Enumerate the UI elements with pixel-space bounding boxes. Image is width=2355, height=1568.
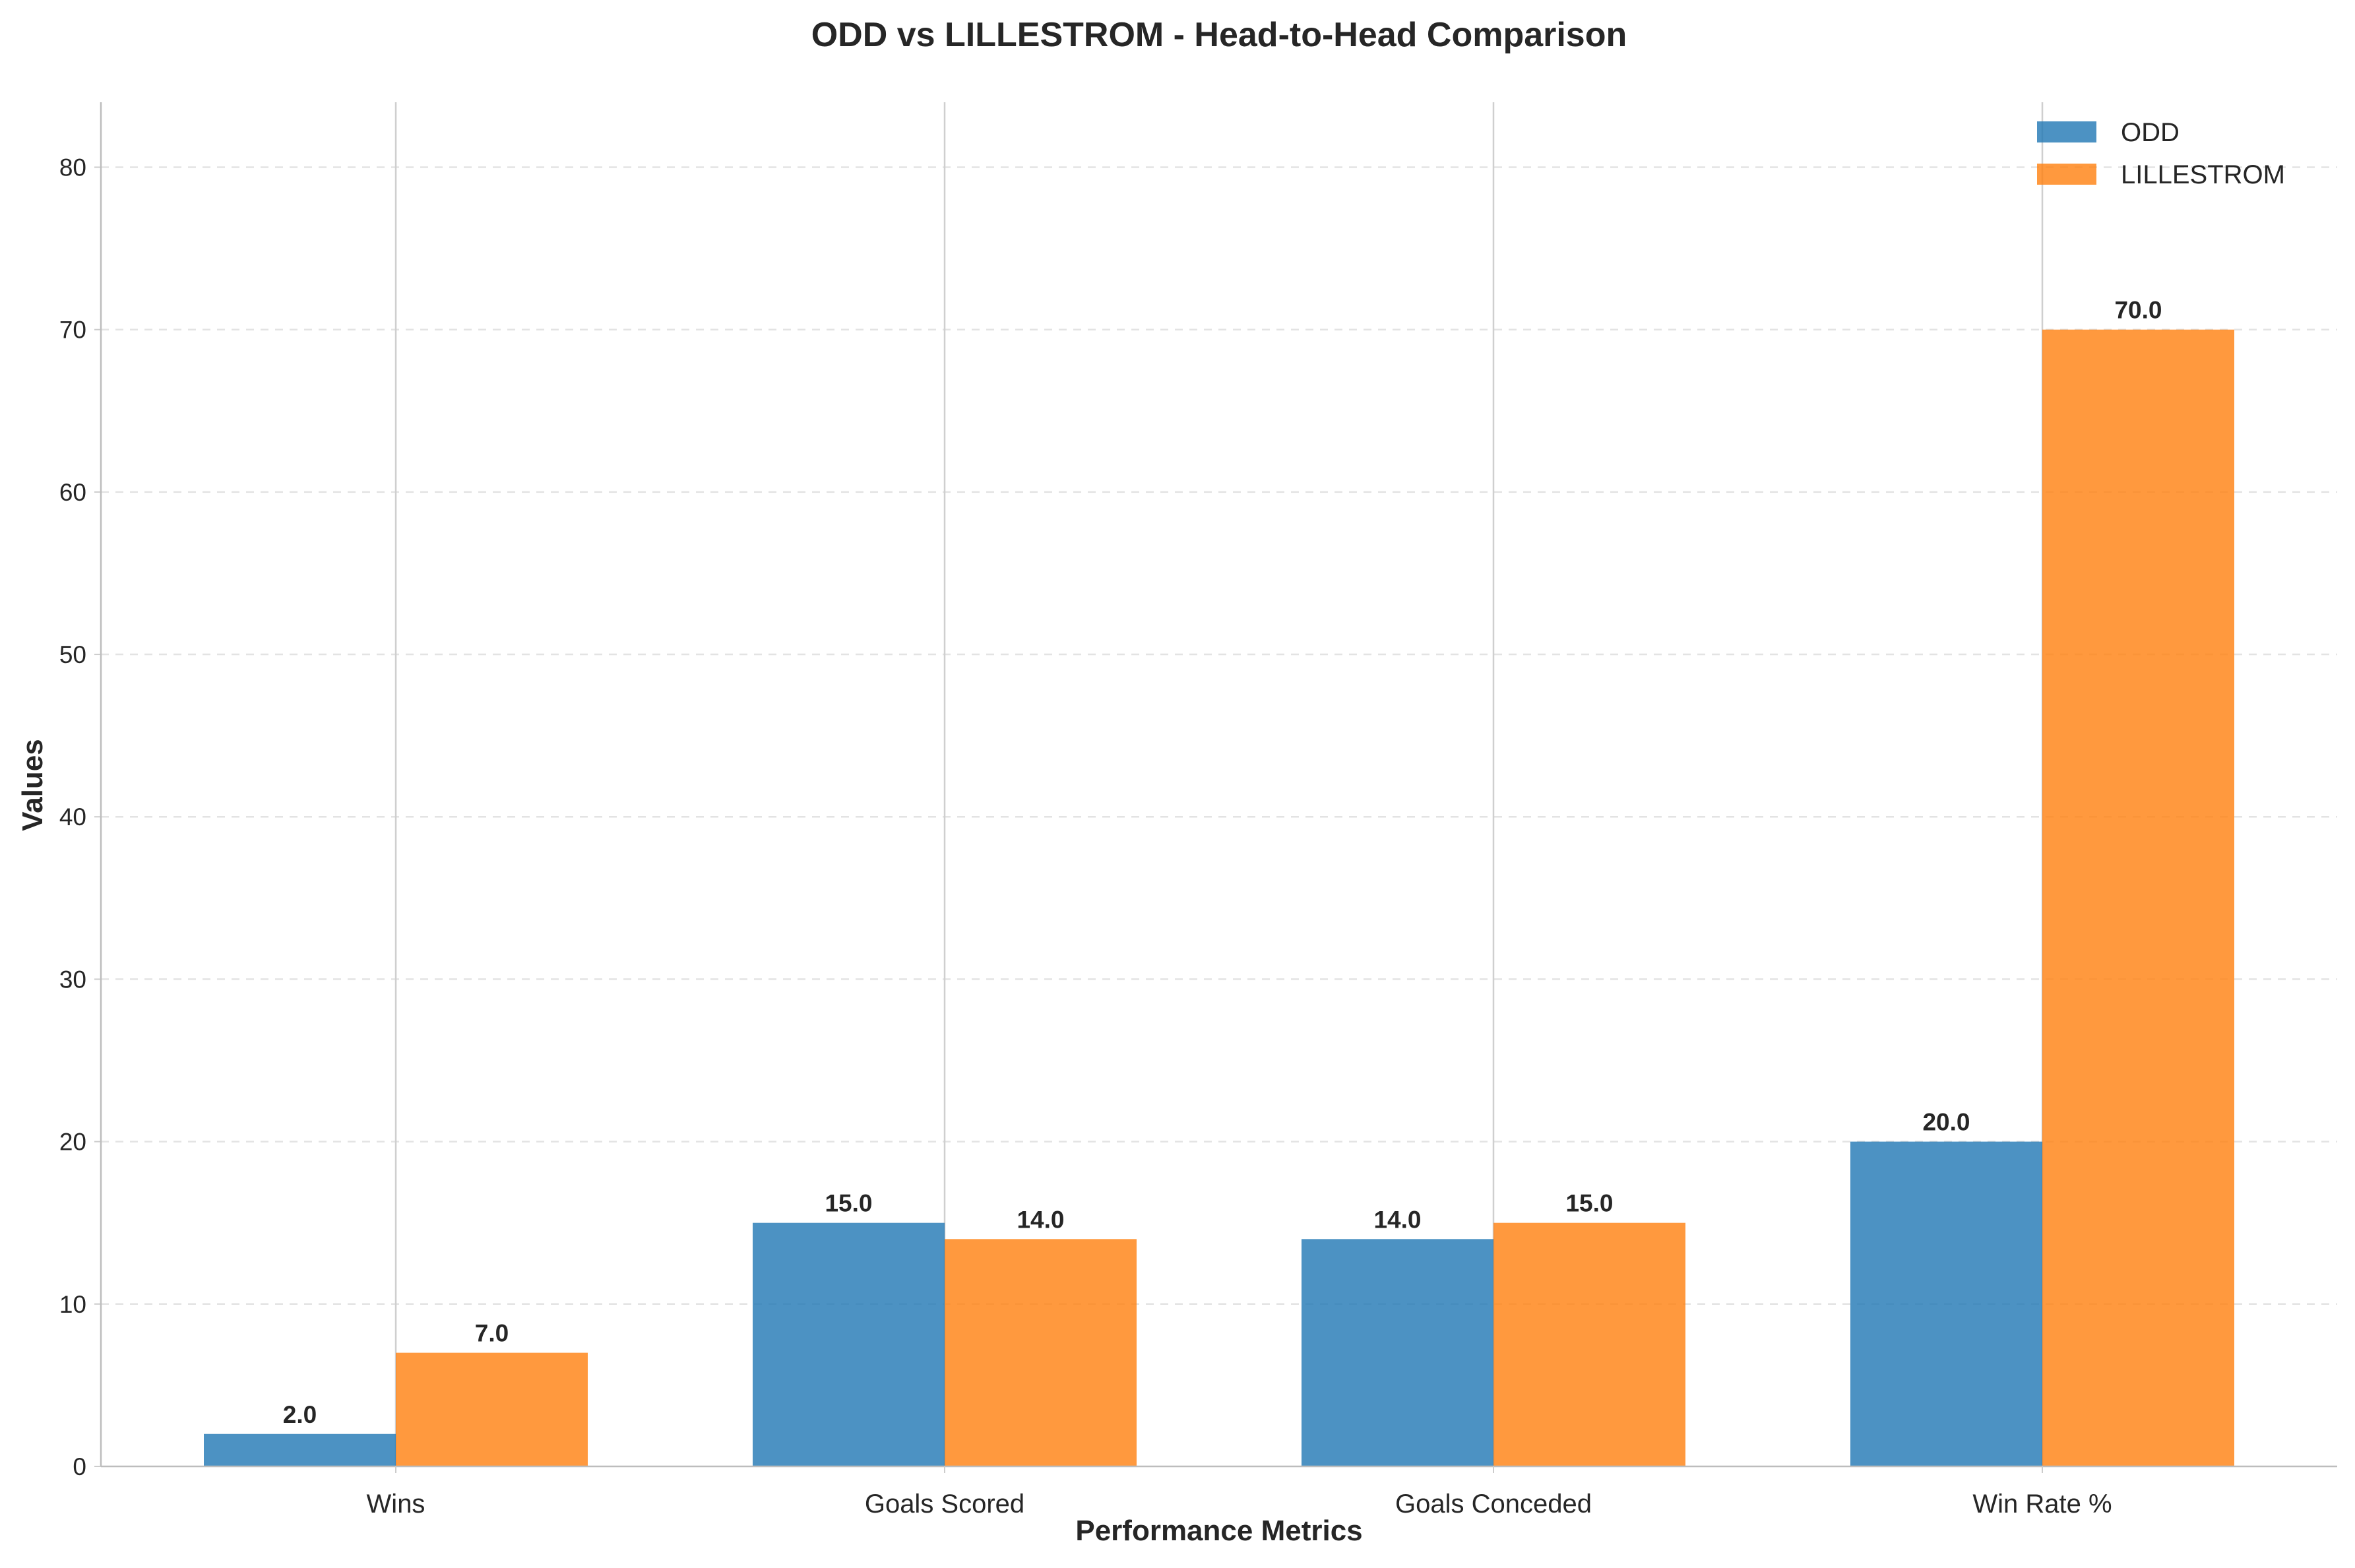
bar-lillestrom-goals-scored — [945, 1239, 1137, 1466]
x-tick-label: Goals Scored — [865, 1490, 1024, 1519]
legend: ODD LILLESTROM — [2037, 118, 2285, 189]
bar-lillestrom-win-rate — [2042, 329, 2234, 1467]
chart-title: ODD vs LILLESTROM - Head-to-Head Compari… — [811, 16, 1627, 54]
y-tick-label: 40 — [59, 803, 86, 831]
y-tick-label: 50 — [59, 641, 86, 668]
bar-lillestrom-goals-conceded — [1493, 1222, 1685, 1466]
y-tick-label: 20 — [59, 1129, 86, 1156]
x-tick-label: Wins — [367, 1490, 425, 1519]
bar-odd-wins — [204, 1433, 396, 1466]
y-axis-label: Values — [16, 739, 49, 831]
data-label: 15.0 — [1565, 1190, 1613, 1217]
legend-label-lillestrom: LILLESTROM — [2121, 160, 2285, 189]
y-tick-label: 70 — [59, 317, 86, 344]
x-tick-label: Goals Conceded — [1395, 1490, 1592, 1519]
y-tick-label: 0 — [73, 1453, 86, 1480]
tick-labels: 0 10 20 30 40 50 60 70 80 Wins Goals Scored Goals C… — [59, 154, 2112, 1519]
y-tick-label: 80 — [59, 154, 86, 181]
y-tick-label: 30 — [59, 966, 86, 993]
axes — [94, 102, 2337, 1473]
x-tick-label: Win Rate % — [1972, 1490, 2112, 1519]
data-label: 14.0 — [1373, 1206, 1421, 1233]
bar-lillestrom-wins — [396, 1352, 588, 1466]
x-axis-label: Performance Metrics — [1075, 1515, 1362, 1547]
y-tick-label: 60 — [59, 479, 86, 506]
bars — [204, 329, 2234, 1467]
y-tick-label: 10 — [59, 1291, 86, 1318]
data-label: 14.0 — [1017, 1206, 1064, 1233]
legend-swatch-lillestrom — [2037, 164, 2096, 185]
data-label: 20.0 — [1922, 1109, 1970, 1136]
data-label: 7.0 — [475, 1320, 509, 1347]
data-labels: 2.0 15.0 14.0 20.0 7.0 14.0 15.0 70.0 — [283, 297, 2162, 1428]
legend-label-odd: ODD — [2121, 118, 2180, 147]
bar-odd-win-rate — [1850, 1141, 2042, 1466]
bar-odd-goals-conceded — [1302, 1239, 1493, 1466]
data-label: 2.0 — [283, 1401, 317, 1428]
bar-odd-goals-scored — [753, 1222, 945, 1466]
data-label: 15.0 — [825, 1190, 872, 1217]
legend-swatch-odd — [2037, 121, 2096, 142]
data-label: 70.0 — [2114, 297, 2162, 324]
